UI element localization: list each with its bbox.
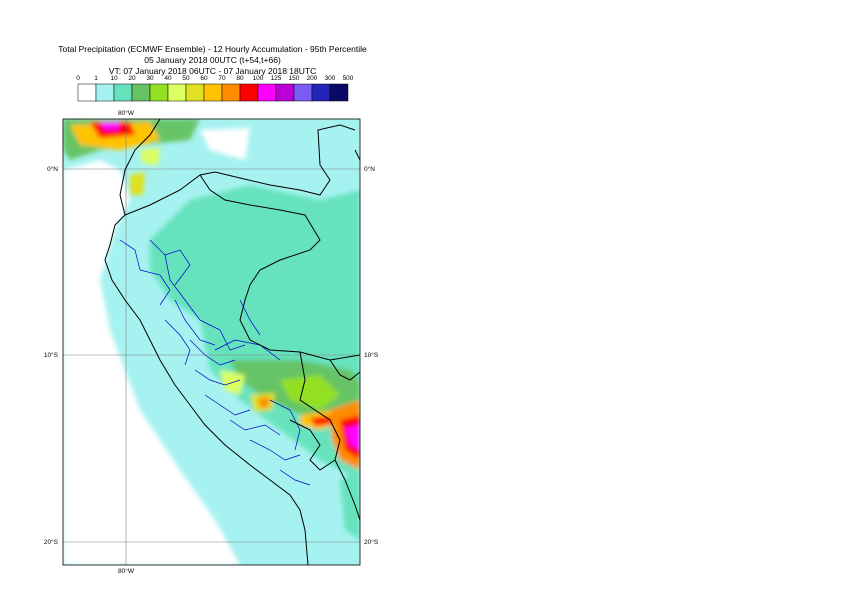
color-legend: 0 1 10 20 30 40 50 60 70 80 100 125 150 200 300 500 [76, 75, 354, 102]
legend-level-label: 70 [218, 75, 226, 82]
legend-level-label: 0 [76, 75, 80, 82]
lat-label-right-10s: 10°S [364, 351, 379, 359]
lon-label-top: 80°W [118, 109, 135, 117]
legend-level-label: 60 [200, 75, 208, 82]
legend-level-label: 30 [146, 75, 154, 82]
coastline [104, 119, 309, 565]
legend-level-label: 50 [182, 75, 190, 82]
legend-level-label: 500 [343, 75, 354, 82]
legend-level-label: 100 [253, 75, 264, 82]
lat-label-right-20s: 20°S [364, 538, 379, 546]
chart-title: Total Precipitation (ECMWF Ensemble) - 1… [58, 44, 367, 54]
map-frame [62, 118, 361, 566]
legend-level-label: 300 [325, 75, 336, 82]
precipitation-field [63, 119, 360, 565]
lat-label-left-20s: 20°S [44, 538, 59, 546]
legend-level-label: 1 [94, 75, 98, 82]
region-boundaries [119, 239, 311, 486]
legend-level-label: 10 [110, 75, 118, 82]
legend-level-label: 80 [236, 75, 244, 82]
lat-label-left-10s: 10°S [44, 351, 59, 359]
legend-swatch [329, 83, 349, 102]
legend-level-label: 200 [307, 75, 318, 82]
lat-label-left-0: 0°N [47, 165, 58, 173]
valid-time: VT: 07 January 2018 06UTC - 07 January 2… [108, 66, 317, 76]
legend-level-label: 125 [271, 75, 282, 82]
base-time: 05 January 2018 00UTC (t+54,t+66) [144, 55, 281, 65]
legend-level-label: 20 [128, 75, 136, 82]
lat-label-right-0: 0°N [364, 165, 375, 173]
lon-label-bottom: 80°W [118, 567, 135, 575]
country-boundaries [104, 119, 360, 565]
legend-level-label: 40 [164, 75, 172, 82]
legend-level-label: 150 [289, 75, 300, 82]
